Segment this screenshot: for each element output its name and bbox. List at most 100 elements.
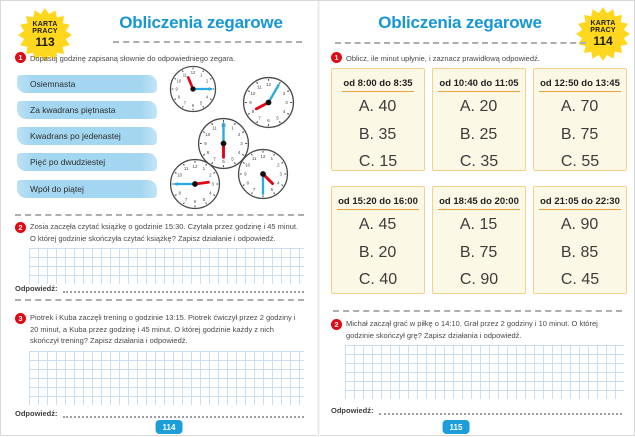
svg-text:10: 10 — [250, 91, 256, 96]
task3-answer-row: Odpowiedź: — [15, 409, 304, 418]
svg-text:4: 4 — [209, 190, 212, 195]
task2-work-grid — [29, 248, 304, 284]
svg-text:7: 7 — [253, 187, 256, 192]
svg-text:3: 3 — [211, 182, 214, 187]
answer-label: Odpowiedź: — [331, 406, 374, 415]
task3-text: Piotrek i Kuba zaczęli trening o godzini… — [30, 313, 296, 346]
time-label-wpol-do-piatej: Wpół do piątej — [17, 180, 157, 198]
task3-work-grid — [29, 351, 304, 405]
svg-text:7: 7 — [258, 116, 261, 121]
svg-text:10: 10 — [205, 132, 211, 137]
page-title: Obliczenia zegarowe — [378, 13, 542, 32]
svg-text:6: 6 — [267, 118, 270, 123]
svg-text:12: 12 — [266, 82, 272, 87]
option-a: A. 20 — [459, 98, 498, 115]
worksheet-badge-114: KARTA PRACY 114 — [575, 6, 631, 62]
option-a: A. 90 — [560, 216, 599, 233]
time-label-text: Osiemnasta — [30, 79, 76, 89]
svg-text:12: 12 — [191, 70, 196, 75]
svg-text:4: 4 — [206, 95, 209, 100]
svg-text:8: 8 — [252, 109, 255, 114]
answer-box-1: od 8:00 do 8:35 A. 40 B. 35 C. 15 — [331, 68, 425, 171]
badge-number: 113 — [35, 35, 55, 50]
option-b: B. 25 — [459, 125, 498, 143]
svg-text:3: 3 — [279, 172, 282, 177]
svg-text:6: 6 — [194, 199, 197, 204]
badge-word-karta: KARTA — [32, 20, 58, 28]
section-divider — [15, 299, 304, 301]
task1-instruction: Oblicz, ile minut upłynie, i zaznacz pra… — [346, 54, 540, 63]
svg-text:5: 5 — [231, 157, 234, 162]
svg-text:7: 7 — [184, 101, 187, 106]
starburst-icon — [576, 7, 630, 61]
svg-text:10: 10 — [177, 78, 182, 83]
option-b: B. 20 — [358, 243, 397, 261]
time-label-piec-po-dwudziestej: Pięć po dwudziestej — [17, 153, 157, 171]
interval-header: od 15:20 do 16:00 — [337, 194, 419, 210]
interval-header: od 12:50 do 13:45 — [539, 76, 621, 92]
answer-label: Odpowiedź: — [15, 409, 58, 418]
task1-number: 1 — [15, 52, 26, 63]
svg-text:9: 9 — [249, 100, 252, 105]
option-b: B. 75 — [459, 243, 498, 261]
answer-dotted-line — [62, 411, 304, 418]
interval-header: od 10:40 do 11:05 — [438, 76, 520, 92]
option-c: C. 40 — [358, 271, 398, 289]
svg-text:7: 7 — [185, 197, 188, 202]
badge-word-pracy: PRACY — [32, 28, 58, 36]
badge-word-karta: KARTA — [590, 19, 616, 27]
svg-text:9: 9 — [204, 141, 207, 146]
svg-text:11: 11 — [212, 125, 217, 130]
option-c: C. 15 — [358, 153, 398, 171]
svg-text:4: 4 — [238, 150, 241, 155]
svg-text:11: 11 — [257, 84, 262, 89]
time-label-za-kwadrans-pietnasta: Za kwadrans piętnasta — [17, 101, 157, 119]
answer-dotted-line — [378, 408, 622, 415]
svg-text:10: 10 — [177, 173, 182, 178]
page-number-badge: 114 — [155, 420, 183, 434]
task2-answer-row: Odpowiedź: — [331, 406, 622, 415]
svg-text:2: 2 — [283, 91, 286, 96]
option-b: B. 75 — [560, 125, 599, 143]
svg-text:2: 2 — [206, 78, 209, 83]
answer-box-2: od 10:40 do 11:05 A. 20 B. 25 C. 35 — [432, 68, 526, 171]
interval-header: od 21:05 do 22:30 — [539, 194, 621, 210]
time-label-text: Kwadrans po jedenastej — [30, 131, 121, 141]
svg-text:1: 1 — [200, 72, 203, 77]
svg-text:4: 4 — [277, 180, 280, 185]
worksheet-badge-113: KARTA PRACY 113 — [17, 7, 73, 63]
option-a: A. 40 — [358, 98, 397, 115]
svg-text:5: 5 — [203, 197, 206, 202]
badge-number: 114 — [593, 34, 613, 49]
interval-header: od 18:45 do 20:00 — [438, 194, 520, 210]
task3-number: 3 — [15, 313, 26, 324]
option-c: C. 35 — [459, 153, 499, 171]
option-a: A. 70 — [560, 98, 599, 115]
svg-text:2: 2 — [238, 132, 241, 137]
svg-text:4: 4 — [283, 109, 286, 114]
header-divider — [113, 41, 302, 43]
time-label-kwadrans-po-jedenastej: Kwadrans po jedenastej — [17, 127, 157, 145]
svg-text:3: 3 — [240, 141, 243, 146]
svg-text:5: 5 — [276, 116, 279, 121]
svg-text:8: 8 — [178, 95, 181, 100]
section-divider — [15, 214, 304, 216]
svg-text:1: 1 — [203, 166, 206, 171]
svg-text:10: 10 — [245, 163, 250, 168]
svg-text:5: 5 — [200, 101, 203, 106]
answer-box-6: od 21:05 do 22:30 A. 90 B. 85 C. 45 — [533, 186, 627, 294]
option-c: C. 55 — [560, 153, 600, 171]
svg-text:11: 11 — [252, 156, 257, 161]
svg-text:8: 8 — [207, 150, 210, 155]
svg-text:8: 8 — [178, 190, 181, 195]
option-c: C. 90 — [459, 271, 499, 289]
svg-text:2: 2 — [277, 163, 280, 168]
option-b: B. 35 — [358, 125, 397, 143]
svg-text:8: 8 — [246, 180, 249, 185]
svg-text:6: 6 — [222, 159, 225, 164]
answer-box-3: od 12:50 do 13:45 A. 70 B. 75 C. 55 — [533, 68, 627, 171]
time-label-text: Pięć po dwudziestej — [30, 157, 106, 167]
time-label-text: Za kwadrans piętnasta — [30, 105, 116, 115]
